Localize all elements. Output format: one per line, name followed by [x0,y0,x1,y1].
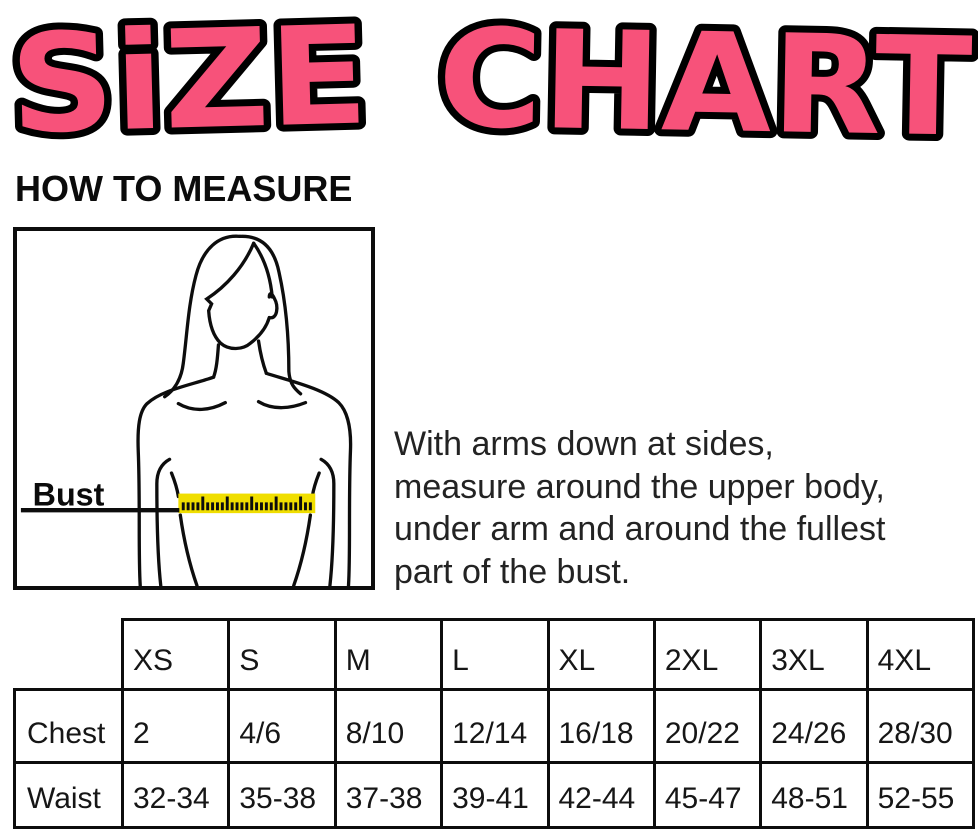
left-waist-line [178,513,199,586]
chest-value-cell: 2 [120,688,231,764]
size-col-header-4xl: 4XL [865,618,976,691]
measuring-instructions-text: With arms down at sides, measure around … [394,425,886,591]
left-inner-arm-line [155,457,172,586]
waist-value-cell: 45-47 [652,761,763,829]
hair-fringe-and-face-outline [204,241,271,351]
ear-icon [267,292,279,320]
waist-value-cell: 48-51 [759,761,869,829]
waist-value-cell: 52-55 [865,761,976,829]
bust-label: Bust [33,476,105,512]
corner-cell [15,620,123,690]
chest-value-cell: 4/6 [227,688,337,764]
waist-value-cell: 37-38 [333,761,444,829]
right-shoulder-arm-line [264,371,353,586]
right-collarbone-line [256,399,308,410]
size-col-header-3xl: 3XL [759,618,869,691]
hair-left-outline [163,234,242,399]
tape-ruler-ticks [181,496,312,511]
size-col-header-l: L [440,618,550,691]
waist-row-label: Waist [13,761,124,829]
neck-right-line [256,339,269,375]
left-torso-upper-line [169,471,181,499]
size-col-header-xs: XS [120,618,231,691]
waist-value-cell: 32-34 [120,761,231,829]
size-col-header-xl: XL [546,618,656,691]
chest-value-cell: 16/18 [546,688,656,764]
measurement-diagram-box: Bust [13,227,375,590]
chest-value-cell: 24/26 [759,688,869,764]
chest-value-cell: 12/14 [440,688,550,764]
waist-value-cell: 39-41 [440,761,550,829]
size-col-header-s: S [227,618,337,691]
title-word-size: SiZE [8,0,370,165]
chest-value-cell: 20/22 [652,688,763,764]
chest-row: Chest 2 4/6 8/10 12/14 16/18 20/22 24/26… [13,688,976,764]
title-word-chart: CHART [437,0,974,165]
waist-row: Waist 32-34 35-38 37-38 39-41 42-44 45-4… [13,761,976,829]
waist-value-cell: 42-44 [546,761,656,829]
waist-value-cell: 35-38 [227,761,337,829]
right-waist-line [292,513,313,586]
size-header-row: XS S M L XL 2XL 3XL 4XL [15,618,976,691]
left-collarbone-line [176,400,227,412]
page-title: SiZE CHART [1,0,978,165]
female-silhouette-drawing: Bust [20,234,353,586]
right-inner-arm-line [319,457,336,586]
size-col-header-m: M [333,618,444,691]
right-torso-upper-line [310,471,321,499]
how-to-measure-heading: HOW TO MEASURE [15,168,353,209]
hair-right-outline [238,234,303,396]
chest-value-cell: 28/30 [865,688,976,764]
chest-value-cell: 8/10 [333,688,444,764]
size-col-header-2xl: 2XL [652,618,763,691]
size-chart-table: XS S M L XL 2XL 3XL 4XL Chest 2 4/6 8/10… [13,618,976,829]
hair-part-line [251,241,274,299]
neck-left-line [211,343,221,379]
chest-row-label: Chest [13,688,124,764]
left-shoulder-arm-line [136,375,216,586]
